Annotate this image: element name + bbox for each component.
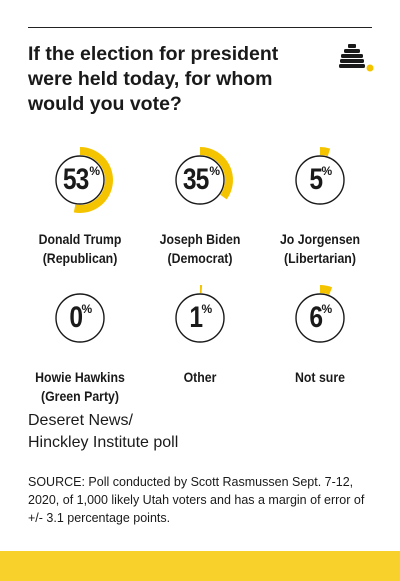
percent-value: 1%: [160, 278, 240, 358]
candidate-label: Not sure: [267, 368, 373, 387]
percent-sign: %: [89, 164, 101, 178]
donut-ring: 1%: [160, 278, 240, 358]
percent-sign: %: [321, 164, 333, 178]
candidate-party: (Republican): [42, 250, 118, 266]
percent-number: 0: [69, 301, 83, 334]
beehive-logo-icon: [336, 42, 376, 76]
percent-sign: %: [81, 302, 93, 316]
donut-ring: 6%: [280, 278, 360, 358]
candidate-name: Not sure: [295, 369, 345, 385]
result-trump: 53% Donald Trump (Republican): [20, 140, 140, 268]
donut-arc-jorgensen: [319, 147, 331, 157]
results-grid: 53% Donald Trump (Republican) 35% Joseph…: [20, 140, 380, 404]
result-hawkins: 0% Howie Hawkins (Green Party): [20, 278, 140, 406]
candidate-label: Donald Trump (Republican): [27, 230, 133, 268]
donut-outline: [295, 293, 345, 343]
percent-sign: %: [321, 302, 333, 316]
percent-sign: %: [209, 164, 221, 178]
credit: Deseret News/ Hinckley Institute poll: [28, 410, 178, 454]
donut-ring: 53%: [40, 140, 120, 220]
candidate-label: Howie Hawkins (Green Party): [27, 368, 133, 406]
result-biden: 35% Joseph Biden (Democrat): [140, 140, 260, 268]
donut-arc-trump: [73, 147, 113, 213]
footer-bar: [0, 551, 400, 581]
donut-outline: [295, 155, 345, 205]
result-other: 1% Other: [140, 278, 260, 387]
percent-number: 5: [309, 163, 323, 196]
percent-number: 35: [182, 163, 210, 196]
credit-line-1: Deseret News/: [28, 412, 133, 429]
donut-svg: [295, 285, 345, 343]
donut-arc-not-sure: [319, 285, 333, 295]
percent-value: 0%: [40, 278, 120, 358]
candidate-party: (Green Party): [40, 388, 120, 404]
candidate-name: Other: [183, 369, 217, 385]
credit-line-2: Hinckley Institute poll: [28, 434, 179, 451]
candidate-label: Joseph Biden (Democrat): [147, 230, 253, 268]
donut-svg: [55, 293, 105, 343]
percent-number: 1: [189, 301, 203, 334]
percent-value: 53%: [40, 140, 120, 220]
candidate-name: Howie Hawkins: [35, 369, 125, 385]
donut-arc-biden: [199, 147, 233, 200]
donut-svg: [55, 147, 113, 213]
donut-outline: [175, 155, 225, 205]
percent-value: 5%: [280, 140, 360, 220]
percent-value: 35%: [160, 140, 240, 220]
percent-sign: %: [201, 302, 213, 316]
percent-number: 53: [62, 163, 90, 196]
percent-value: 6%: [280, 278, 360, 358]
donut-outline: [175, 293, 225, 343]
candidate-label: Jo Jorgensen (Libertarian): [267, 230, 373, 268]
donut-svg: [295, 147, 345, 205]
source-note: SOURCE: Poll conducted by Scott Rasmusse…: [28, 475, 365, 525]
candidate-name: Jo Jorgensen: [279, 231, 361, 247]
candidate-label: Other: [147, 368, 253, 387]
result-not-sure: 6% Not sure: [260, 278, 380, 387]
donut-svg: [175, 285, 225, 343]
donut-ring: 5%: [280, 140, 360, 220]
candidate-party: (Libertarian): [284, 250, 356, 266]
donut-ring: 35%: [160, 140, 240, 220]
donut-svg: [175, 147, 233, 205]
candidate-name: Donald Trump: [38, 231, 122, 247]
chart-title: If the election for president were held …: [28, 43, 279, 115]
donut-outline: [55, 155, 105, 205]
donut-ring: 0%: [40, 278, 120, 358]
donut-outline: [55, 293, 105, 343]
result-jorgensen: 5% Jo Jorgensen (Libertarian): [260, 140, 380, 268]
percent-number: 6: [309, 301, 323, 334]
candidate-name: Joseph Biden: [159, 231, 241, 247]
top-divider: [28, 27, 372, 28]
candidate-party: (Democrat): [167, 250, 233, 266]
